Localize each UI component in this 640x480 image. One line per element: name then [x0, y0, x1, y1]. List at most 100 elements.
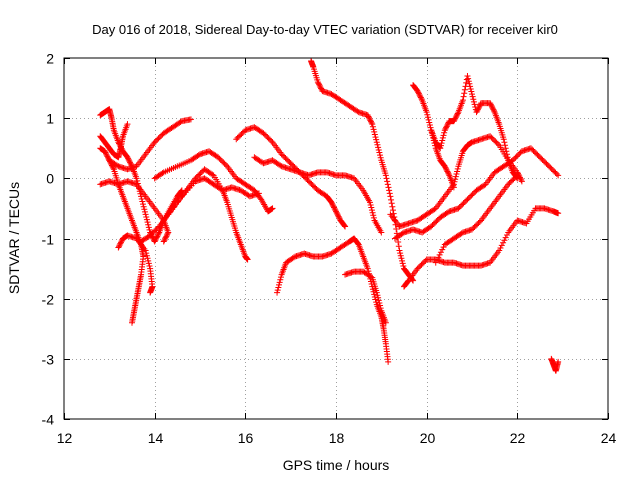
series-track-12 [274, 235, 392, 365]
chart-title: Day 016 of 2018, Sidereal Day-to-day VTE… [92, 22, 558, 37]
data-point [377, 305, 384, 312]
data-point [441, 129, 448, 136]
data-point [222, 162, 229, 169]
series-track-03 [97, 145, 147, 326]
data-point [159, 170, 166, 177]
data-point [370, 288, 377, 295]
x-tick-label: 14 [148, 430, 164, 446]
data-point [234, 134, 241, 141]
data-point [470, 96, 477, 103]
data-point [373, 139, 380, 146]
data-point [496, 247, 503, 254]
data-point [514, 172, 521, 179]
data-point [469, 226, 475, 233]
data-point [163, 233, 170, 240]
data-point [389, 203, 396, 210]
data-point [494, 140, 501, 147]
data-point [373, 136, 380, 143]
data-point [237, 132, 244, 139]
data-point [463, 197, 470, 204]
data-point [424, 111, 431, 118]
data-point [414, 265, 421, 272]
data-point [426, 122, 433, 129]
data-point [491, 137, 498, 144]
data-point [417, 94, 424, 101]
data-point [461, 86, 468, 93]
data-point [553, 171, 560, 178]
data-point [115, 244, 122, 251]
data-point [466, 80, 473, 87]
data-point [472, 222, 479, 229]
data-point [417, 263, 424, 270]
data-point [125, 156, 132, 163]
data-point [533, 150, 540, 157]
data-point [368, 119, 375, 126]
data-point [539, 156, 546, 163]
data-point [144, 219, 151, 226]
data-point [551, 168, 558, 175]
data-point [238, 131, 245, 138]
series-track-11 [251, 154, 385, 236]
data-point [127, 159, 134, 166]
data-point [386, 190, 393, 197]
data-point [452, 114, 459, 121]
data-point [257, 195, 264, 202]
data-point [460, 93, 467, 100]
data-point [274, 287, 281, 294]
data-point [304, 177, 311, 184]
data-point [373, 289, 380, 296]
data-point [454, 168, 461, 175]
data-point [330, 203, 337, 210]
data-point [102, 149, 109, 156]
series-track-16 [428, 73, 521, 182]
data-point [454, 110, 461, 117]
data-point [387, 193, 394, 200]
data-point [125, 155, 132, 162]
data-point [268, 137, 275, 144]
data-point [138, 195, 145, 202]
data-point [538, 155, 545, 162]
data-point [488, 134, 495, 141]
data-point [288, 161, 295, 168]
data-point [388, 200, 395, 207]
data-point [470, 98, 477, 105]
data-point [502, 145, 509, 152]
data-point [445, 171, 452, 178]
data-point [503, 232, 510, 239]
data-point [367, 199, 373, 206]
data-point [215, 154, 222, 161]
x-tick-label: 18 [329, 430, 345, 446]
data-point [397, 250, 404, 257]
data-point [127, 160, 134, 167]
data-point [277, 276, 284, 283]
data-point [467, 83, 474, 90]
data-point [548, 165, 555, 172]
series-track-14 [342, 268, 389, 326]
data-point [152, 227, 159, 234]
series-track-08 [165, 175, 262, 218]
data-point [235, 133, 242, 140]
data-point [139, 198, 146, 205]
data-point [162, 235, 169, 242]
data-point [114, 162, 121, 169]
data-point [369, 286, 376, 293]
data-point [141, 206, 148, 213]
data-point [282, 155, 289, 162]
data-point [103, 150, 110, 157]
data-point [385, 184, 392, 191]
data-point [261, 131, 268, 138]
data-point [440, 244, 447, 251]
data-point [440, 132, 447, 139]
data-point [432, 259, 439, 266]
data-point [129, 319, 135, 326]
data-point [458, 230, 465, 237]
data-point [450, 181, 457, 188]
data-point [145, 224, 152, 231]
data-point [101, 148, 108, 155]
data-point [316, 81, 323, 88]
data-point [510, 176, 517, 183]
data-point [217, 156, 224, 163]
data-point [141, 208, 148, 215]
data-point [474, 107, 481, 114]
data-point [329, 200, 336, 207]
